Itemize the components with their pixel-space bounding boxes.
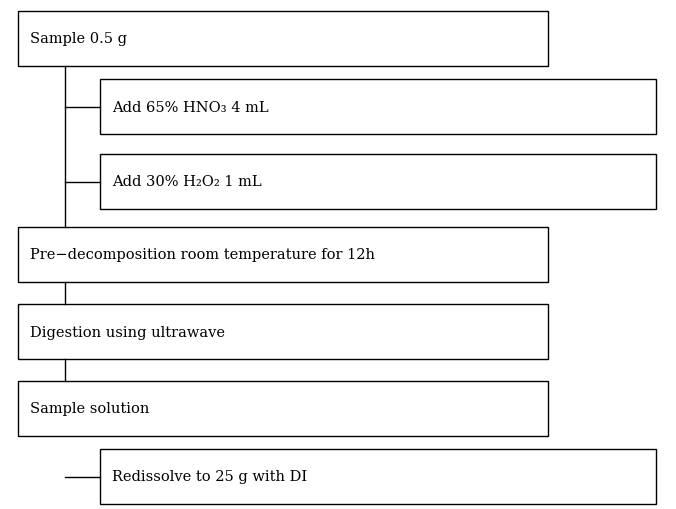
Text: Digestion using ultrawave: Digestion using ultrawave [30, 325, 225, 339]
Text: Add 65% HNO₃ 4 mL: Add 65% HNO₃ 4 mL [112, 100, 268, 115]
Text: Add 30% H₂O₂ 1 mL: Add 30% H₂O₂ 1 mL [112, 175, 262, 189]
FancyBboxPatch shape [100, 449, 656, 504]
FancyBboxPatch shape [100, 155, 656, 210]
Text: Pre−decomposition room temperature for 12h: Pre−decomposition room temperature for 1… [30, 248, 375, 262]
FancyBboxPatch shape [18, 381, 548, 436]
FancyBboxPatch shape [100, 80, 656, 135]
Text: Redissolve to 25 g with DI: Redissolve to 25 g with DI [112, 470, 307, 484]
Text: Sample solution: Sample solution [30, 402, 149, 416]
FancyBboxPatch shape [18, 12, 548, 67]
FancyBboxPatch shape [18, 228, 548, 282]
Text: Sample 0.5 g: Sample 0.5 g [30, 33, 127, 46]
FancyBboxPatch shape [18, 304, 548, 359]
